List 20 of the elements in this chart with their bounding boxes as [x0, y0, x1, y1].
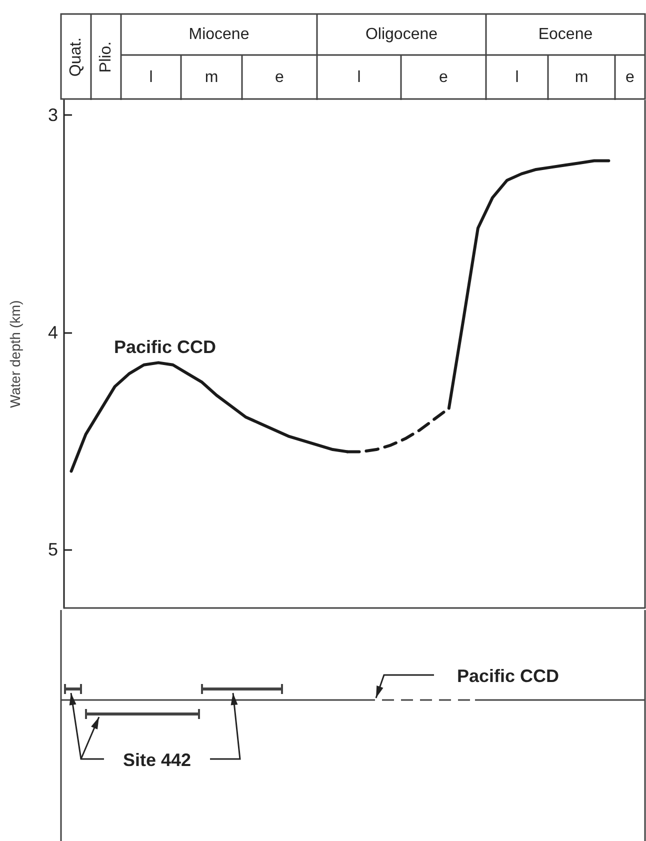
- text: Oligocene: [365, 26, 438, 43]
- text: l: [149, 69, 153, 86]
- text: Eocene: [538, 26, 593, 43]
- text: Site 442: [122, 750, 192, 770]
- y-tick-label: 3: [48, 105, 58, 126]
- series-label: Pacific CCD: [114, 337, 216, 357]
- text: m: [574, 69, 588, 86]
- text: m: [204, 69, 218, 86]
- text: l: [357, 69, 361, 86]
- text: l: [515, 69, 519, 86]
- text: Plio.: [98, 41, 114, 73]
- y-axis-title: Water depth (km): [7, 300, 23, 408]
- text: e: [626, 69, 635, 86]
- y-tick-label: 4: [48, 322, 58, 342]
- text: e: [275, 69, 284, 86]
- text: Quat.: [68, 37, 84, 77]
- text: Pacific CCD: [456, 666, 560, 686]
- y-tick-label: 5: [48, 539, 58, 560]
- text: Miocene: [188, 26, 250, 43]
- text: e: [439, 69, 448, 86]
